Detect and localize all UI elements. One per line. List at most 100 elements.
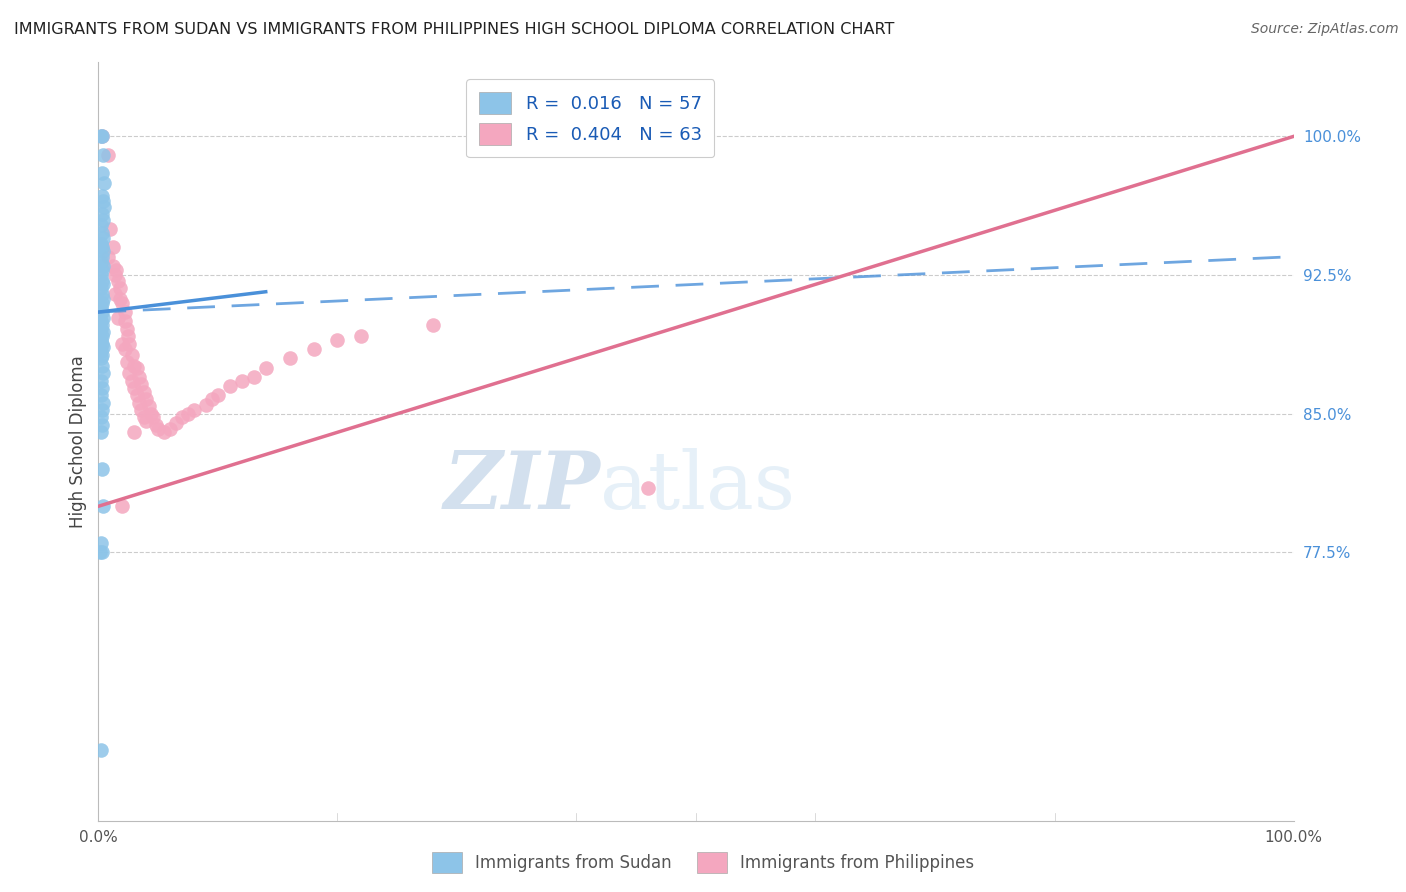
Point bbox=[91, 212, 114, 227]
Point bbox=[91, 462, 114, 476]
Point bbox=[115, 322, 138, 336]
Point bbox=[90, 343, 112, 358]
Point bbox=[422, 318, 444, 332]
Point bbox=[254, 360, 277, 375]
Point bbox=[104, 286, 127, 301]
Point bbox=[114, 342, 136, 356]
Point bbox=[91, 148, 114, 162]
Point bbox=[326, 333, 349, 347]
Point bbox=[90, 410, 112, 425]
Point bbox=[91, 326, 114, 340]
Point bbox=[90, 374, 112, 388]
Point bbox=[90, 536, 112, 550]
Point bbox=[91, 250, 114, 264]
Text: Source: ZipAtlas.com: Source: ZipAtlas.com bbox=[1251, 22, 1399, 37]
Point bbox=[131, 403, 153, 417]
Point bbox=[125, 388, 148, 402]
Point bbox=[172, 410, 194, 425]
Point bbox=[89, 545, 111, 559]
Point bbox=[107, 274, 129, 288]
Point bbox=[118, 336, 141, 351]
Point bbox=[183, 403, 205, 417]
Text: ZIP: ZIP bbox=[443, 449, 600, 525]
Point bbox=[139, 407, 162, 421]
Point bbox=[91, 348, 114, 362]
Point bbox=[91, 403, 114, 417]
Point bbox=[114, 305, 136, 319]
Point bbox=[91, 545, 114, 559]
Point bbox=[90, 255, 112, 269]
Legend: Immigrants from Sudan, Immigrants from Philippines: Immigrants from Sudan, Immigrants from P… bbox=[425, 846, 981, 880]
Point bbox=[93, 200, 115, 214]
Point bbox=[278, 351, 301, 366]
Point bbox=[90, 300, 112, 314]
Point bbox=[97, 250, 120, 264]
Point bbox=[177, 407, 200, 421]
Point bbox=[125, 360, 148, 375]
Legend: R =  0.016   N = 57, R =  0.404   N = 63: R = 0.016 N = 57, R = 0.404 N = 63 bbox=[465, 79, 714, 157]
Point bbox=[91, 240, 114, 254]
Point bbox=[148, 421, 170, 435]
Point bbox=[637, 481, 659, 495]
Point bbox=[90, 333, 112, 347]
Point bbox=[128, 369, 150, 384]
Point bbox=[91, 318, 114, 332]
Point bbox=[195, 398, 218, 412]
Point bbox=[131, 377, 153, 392]
Point bbox=[91, 296, 114, 310]
Point bbox=[104, 268, 127, 282]
Point bbox=[91, 207, 114, 221]
Point bbox=[98, 222, 122, 236]
Point bbox=[91, 366, 114, 380]
Point bbox=[90, 129, 112, 144]
Point bbox=[124, 425, 146, 440]
Point bbox=[91, 262, 114, 277]
Point bbox=[91, 500, 114, 514]
Point bbox=[165, 416, 187, 430]
Point bbox=[97, 148, 120, 162]
Point bbox=[91, 188, 114, 202]
Point bbox=[145, 417, 167, 432]
Point bbox=[90, 425, 112, 440]
Point bbox=[302, 342, 325, 356]
Point bbox=[138, 400, 160, 414]
Point bbox=[90, 268, 112, 282]
Point bbox=[219, 379, 242, 393]
Point bbox=[91, 417, 114, 432]
Point bbox=[159, 421, 181, 435]
Point bbox=[132, 384, 155, 399]
Point bbox=[124, 359, 146, 373]
Point bbox=[90, 351, 112, 366]
Y-axis label: High School Diploma: High School Diploma bbox=[69, 355, 87, 528]
Point bbox=[90, 218, 112, 232]
Text: atlas: atlas bbox=[600, 448, 796, 526]
Point bbox=[91, 194, 114, 208]
Point bbox=[121, 348, 143, 362]
Point bbox=[91, 381, 114, 395]
Point bbox=[101, 259, 124, 273]
Point bbox=[90, 322, 112, 336]
Point bbox=[91, 292, 114, 306]
Point bbox=[153, 425, 176, 440]
Point bbox=[91, 244, 114, 258]
Point bbox=[135, 414, 157, 428]
Point bbox=[90, 743, 112, 757]
Point bbox=[91, 274, 114, 288]
Point bbox=[90, 388, 112, 402]
Point bbox=[135, 392, 157, 406]
Point bbox=[91, 395, 114, 409]
Point bbox=[350, 329, 373, 343]
Point bbox=[201, 392, 224, 406]
Point bbox=[91, 226, 114, 240]
Point bbox=[108, 281, 131, 295]
Point bbox=[93, 176, 115, 190]
Point bbox=[132, 410, 155, 425]
Point bbox=[91, 286, 114, 301]
Point bbox=[91, 166, 114, 180]
Point bbox=[114, 314, 136, 328]
Point bbox=[121, 374, 143, 388]
Point bbox=[90, 281, 112, 295]
Point bbox=[91, 277, 114, 292]
Point bbox=[101, 240, 124, 254]
Point bbox=[105, 262, 128, 277]
